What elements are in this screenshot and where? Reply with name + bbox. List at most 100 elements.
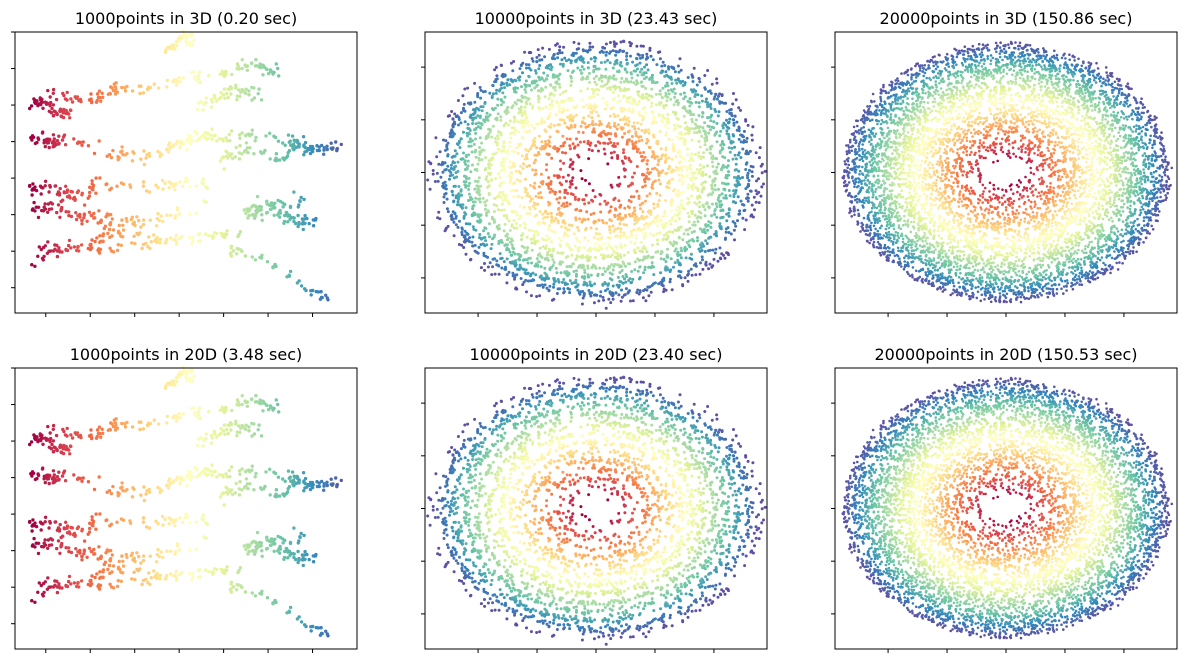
- scatter-point: [469, 258, 472, 261]
- scatter-point: [644, 87, 647, 90]
- scatter-point: [620, 41, 623, 44]
- scatter-point: [528, 164, 531, 167]
- scatter-point: [614, 145, 617, 148]
- scatter-point: [442, 182, 445, 185]
- scatter-point: [533, 234, 536, 237]
- scatter-point: [674, 79, 677, 82]
- scatter-point: [271, 204, 274, 207]
- scatter-point: [646, 168, 649, 171]
- scatter-point: [534, 69, 537, 72]
- scatter-point: [164, 49, 167, 52]
- scatter-point: [643, 224, 646, 227]
- scatter-point: [475, 122, 478, 125]
- scatter-point: [577, 247, 580, 250]
- scatter-point: [250, 61, 253, 64]
- scatter-point: [727, 127, 730, 130]
- scatter-point: [629, 241, 632, 244]
- scatter-point: [624, 293, 627, 296]
- scatter-point: [454, 185, 457, 188]
- scatter-point: [603, 200, 606, 203]
- scatter-point: [713, 134, 716, 137]
- scatter-point: [111, 217, 114, 220]
- scatter-point: [65, 109, 68, 112]
- scatter-point: [666, 120, 669, 123]
- scatter-point: [121, 224, 124, 227]
- scatter-point: [326, 148, 329, 151]
- scatter-point: [717, 260, 720, 263]
- scatter-point: [66, 188, 69, 191]
- scatter-point: [79, 141, 82, 144]
- scatter-point: [602, 267, 605, 270]
- scatter-point: [614, 60, 617, 63]
- scatter-point: [605, 247, 608, 250]
- scatter-point: [574, 59, 577, 62]
- scatter-point: [531, 57, 534, 60]
- scatter-point: [1040, 110, 1043, 113]
- scatter-point: [572, 106, 575, 109]
- scatter-point: [613, 263, 616, 266]
- scatter-point: [625, 287, 628, 290]
- scatter-point: [515, 147, 518, 150]
- scatter-point: [98, 234, 101, 237]
- scatter-point: [687, 270, 690, 273]
- scatter-point: [589, 45, 592, 48]
- scatter-point: [725, 183, 728, 186]
- scatter-point: [708, 125, 711, 128]
- scatter-point: [745, 150, 748, 153]
- scatter-point: [552, 230, 555, 233]
- scatter-point: [644, 266, 647, 269]
- scatter-point: [478, 221, 481, 224]
- scatter-point: [725, 231, 728, 234]
- scatter-point: [538, 108, 541, 111]
- scatter-point: [669, 223, 672, 226]
- scatter-point: [597, 114, 600, 117]
- scatter-point: [474, 109, 477, 112]
- scatter-point: [521, 96, 524, 99]
- scatter-point: [500, 267, 503, 270]
- scatter-point: [643, 131, 646, 134]
- scatter-point: [587, 289, 590, 292]
- scatter-point: [673, 96, 676, 99]
- scatter-point: [30, 193, 33, 196]
- scatter-point: [707, 267, 710, 270]
- subplot-1000-points-3d: 1000points in 3D (0.20 sec): [11, 9, 357, 317]
- scatter-point: [500, 150, 503, 153]
- scatter-point: [657, 51, 660, 54]
- scatter-point: [132, 235, 135, 238]
- scatter-point: [550, 212, 553, 215]
- scatter-point: [666, 84, 669, 87]
- scatter-point: [30, 138, 33, 141]
- scatter-point: [577, 42, 580, 45]
- scatter-point: [659, 182, 662, 185]
- scatter-point: [225, 233, 228, 236]
- axes-frame: [15, 32, 357, 313]
- scatter-point: [297, 223, 300, 226]
- scatter-point: [562, 108, 565, 111]
- scatter-point: [457, 161, 460, 164]
- scatter-point: [525, 79, 528, 82]
- scatter-point: [586, 75, 589, 78]
- scatter-point: [461, 233, 464, 236]
- scatter-point: [647, 294, 650, 297]
- scatter-point: [250, 86, 253, 89]
- scatter-point: [738, 209, 741, 212]
- scatter-point: [68, 194, 71, 197]
- scatter-point: [659, 130, 662, 133]
- scatter-point: [486, 186, 489, 189]
- scatter-point: [700, 135, 703, 138]
- scatter-point: [629, 300, 632, 303]
- scatter-point: [641, 73, 644, 76]
- scatter-point: [499, 119, 502, 122]
- scatter-point: [734, 115, 737, 118]
- scatter-point: [737, 195, 740, 198]
- scatter-point: [668, 220, 671, 223]
- scatter-point: [1036, 195, 1039, 198]
- scatter-point: [223, 87, 226, 90]
- scatter-point: [452, 134, 455, 137]
- scatter-point: [718, 194, 721, 197]
- scatter-point: [621, 269, 624, 272]
- scatter-point: [650, 76, 653, 79]
- scatter-point: [587, 240, 590, 243]
- scatter-point: [276, 199, 279, 202]
- scatter-point: [647, 255, 650, 258]
